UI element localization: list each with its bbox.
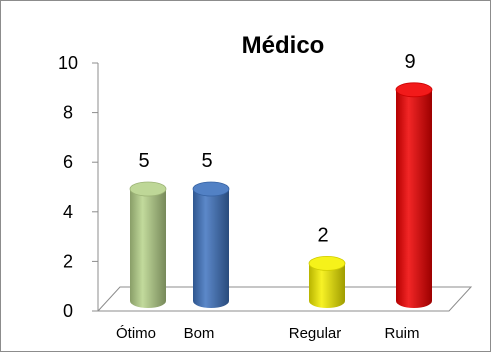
data-label-bom: 5 (201, 150, 212, 172)
bar-top-regular (308, 255, 346, 271)
chart-title: Médico (242, 32, 325, 59)
category-label-regular: Regular (289, 325, 342, 342)
bar-bom (193, 189, 229, 308)
labels: 5 Ótimo 5 Bom 2 Regular 9 Ruim (116, 51, 420, 342)
bar-top-ótimo (129, 181, 167, 197)
bar-top-bom (192, 181, 230, 197)
category-label-ruim: Ruim (384, 325, 419, 342)
y-tick-label: 6 (63, 152, 73, 172)
y-tick-label: 8 (63, 103, 73, 123)
data-label-regular: 2 (317, 224, 328, 246)
y-axis: 0 2 4 6 8 10 (58, 53, 99, 321)
floor-plane (96, 286, 473, 312)
data-label-ótimo: 5 (138, 150, 149, 172)
bar-top-ruim (395, 82, 433, 98)
bar-ótimo (130, 189, 166, 308)
chart-floor (96, 286, 473, 312)
category-label-ótimo: Ótimo (116, 325, 156, 342)
data-label-ruim: 9 (404, 51, 415, 73)
y-tick-label: 2 (63, 251, 73, 271)
y-tick-label: 0 (63, 301, 73, 321)
y-tick-label: 10 (58, 53, 78, 73)
bars (129, 82, 433, 308)
bar-ruim (396, 89, 432, 308)
category-label-bom: Bom (184, 325, 215, 342)
bar-regular (309, 263, 345, 308)
y-tick-label: 4 (63, 202, 73, 222)
